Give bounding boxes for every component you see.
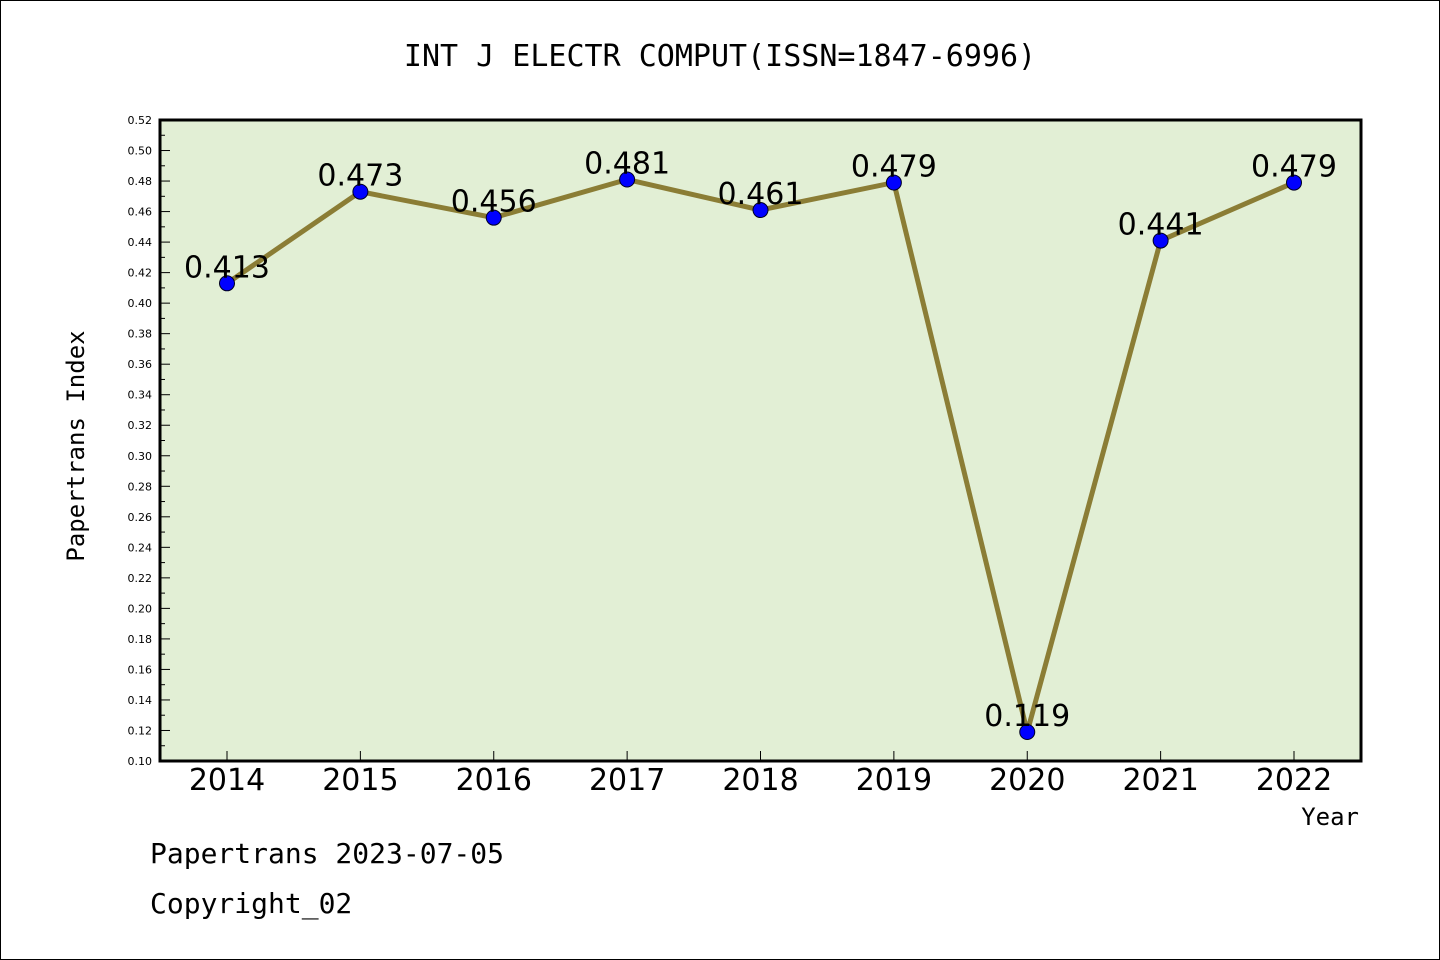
y-tick-label: 0.30: [128, 450, 153, 463]
x-tick-label: 2019: [856, 763, 932, 798]
plot-area: [158, 118, 1363, 763]
y-tick-label: 0.28: [128, 480, 153, 493]
data-label: 0.479: [1251, 150, 1337, 185]
data-label: 0.461: [718, 177, 804, 212]
y-tick-label: 0.16: [128, 663, 153, 676]
data-label: 0.473: [317, 159, 403, 194]
y-tick-label: 0.18: [128, 633, 153, 646]
data-point: [752, 202, 769, 219]
x-tick-label: 2017: [589, 763, 665, 798]
data-point: [485, 209, 502, 226]
data-labels: 0.413 0.473 0.456 0.481 0.461 0.479 0.119 0.441…: [184, 147, 1337, 734]
y-tick-label: 0.46: [128, 206, 153, 219]
data-point: [619, 171, 636, 188]
x-tick-label: 2016: [456, 763, 532, 798]
y-tick-label: 0.26: [128, 511, 153, 524]
data-point: [1019, 724, 1036, 741]
y-tick-label: 0.48: [128, 175, 153, 188]
y-axis: 0.10 0.12 0.14 0.16 0.18 0.20 0.22 0.24 0.26 0.28…: [128, 114, 170, 768]
y-tick-label: 0.40: [128, 297, 153, 310]
y-tick-label: 0.22: [128, 572, 153, 585]
data-label: 0.441: [1118, 208, 1204, 243]
data-point: [885, 174, 902, 191]
footer-copyright: Copyright_02: [150, 887, 352, 921]
y-tick-label: 0.34: [128, 389, 153, 402]
y-tick-label: 0.14: [128, 694, 153, 707]
y-tick-label: 0.32: [128, 419, 153, 432]
y-tick-label: 0.20: [128, 602, 153, 615]
data-label: 0.119: [984, 699, 1070, 734]
x-axis: 2014 2015 2016 2017 2018 2019 2020 2021 2022: [189, 751, 1332, 798]
x-tick-label: 2018: [722, 763, 798, 798]
data-label: 0.479: [851, 150, 937, 185]
y-tick-label: 0.52: [128, 114, 153, 127]
y-tick-label: 0.50: [128, 145, 153, 158]
x-tick-label: 2020: [989, 763, 1065, 798]
x-tick-label: 2022: [1256, 763, 1332, 798]
y-tick-label: 0.44: [128, 236, 153, 249]
data-point: [352, 183, 369, 200]
data-points: [219, 171, 1302, 741]
data-label: 0.413: [184, 250, 270, 285]
y-tick-label: 0.42: [128, 267, 153, 280]
x-tick-label: 2014: [189, 763, 265, 798]
footer-date: Papertrans 2023-07-05: [150, 837, 504, 870]
data-label: 0.481: [584, 147, 670, 182]
y-tick-label: 0.36: [128, 358, 153, 371]
data-label: 0.456: [451, 185, 537, 220]
x-tick-label: 2021: [1122, 763, 1198, 798]
chart-title: INT J ELECTR COMPUT(ISSN=1847-6996): [404, 39, 1036, 74]
x-tick-label: 2015: [322, 763, 398, 798]
data-point: [219, 275, 235, 292]
y-axis-label: Papertrans Index: [62, 330, 90, 561]
data-point: [1286, 174, 1302, 191]
y-tick-label: 0.24: [128, 541, 153, 554]
y-tick-label: 0.12: [128, 724, 153, 737]
y-tick-label: 0.10: [128, 755, 153, 768]
data-point: [1152, 232, 1169, 249]
x-axis-label: Year: [1301, 803, 1359, 831]
y-tick-label: 0.38: [128, 328, 153, 341]
